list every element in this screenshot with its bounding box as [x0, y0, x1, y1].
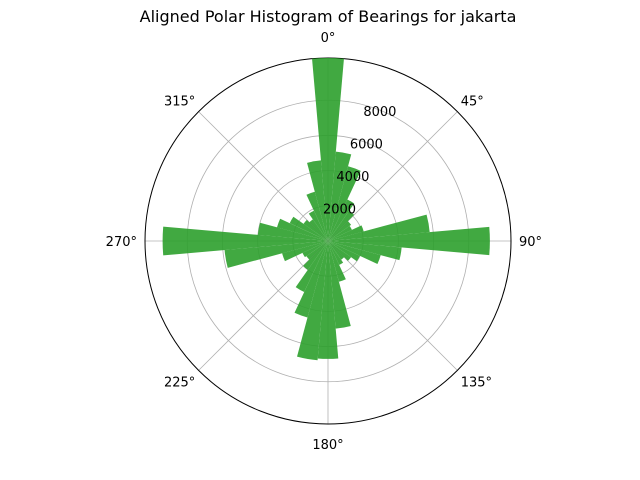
bar-100 [328, 241, 402, 261]
bar-290 [277, 218, 328, 241]
bar-140 [328, 241, 345, 260]
bar-70 [328, 225, 364, 241]
radial-label-8000: 8000 [363, 105, 396, 120]
bar-280 [257, 222, 328, 241]
bar-160 [328, 241, 346, 282]
bar-230 [306, 241, 328, 260]
angle-label-315: 315° [164, 94, 195, 109]
angle-label-90: 90° [519, 235, 542, 250]
bar-210 [295, 241, 328, 293]
radial-label-4000: 4000 [336, 170, 369, 185]
bar-150 [328, 241, 344, 265]
bar-300 [289, 216, 328, 241]
radial-label-2000: 2000 [323, 203, 356, 218]
bar-190 [297, 241, 328, 361]
bar-310 [303, 219, 328, 241]
bar-220 [303, 241, 328, 270]
angle-label-225: 225° [164, 376, 195, 391]
bar-180 [317, 241, 339, 359]
bar-80 [328, 214, 430, 241]
bar-90 [328, 226, 490, 256]
grid-spoke-135 [327, 240, 458, 371]
bar-260 [224, 241, 328, 268]
bar-50 [328, 221, 352, 241]
bar-40 [328, 210, 355, 241]
bar-20 [328, 166, 361, 241]
grid-spoke-315 [198, 111, 329, 242]
bar-200 [294, 241, 328, 318]
tick-labels: 0° 45° 90° 135° 180° 225° 270° 315° 2000 4000 6000… [106, 31, 542, 453]
bar-240 [302, 241, 328, 258]
bar-330 [308, 210, 328, 241]
bar-340 [306, 191, 328, 241]
bar-170 [328, 241, 351, 329]
angle-label-135: 135° [461, 376, 492, 391]
bars [162, 58, 490, 361]
angle-label-180: 180° [312, 438, 343, 453]
bar-130 [328, 241, 352, 261]
angle-label-45: 45° [461, 94, 484, 109]
bar-320 [309, 219, 328, 241]
bar-60 [328, 225, 352, 241]
bar-30 [328, 199, 355, 241]
bar-0 [312, 58, 344, 241]
bar-10 [328, 151, 352, 241]
chart-title: Aligned Polar Histogram of Bearings for … [140, 7, 517, 26]
bar-120 [328, 241, 360, 262]
bar-110 [328, 241, 381, 265]
angle-label-0: 0° [321, 31, 336, 46]
polar-frame [144, 57, 512, 425]
bar-250 [282, 241, 328, 262]
radial-label-6000: 6000 [350, 138, 383, 153]
bar-270 [162, 226, 328, 256]
angle-label-270: 270° [106, 235, 137, 250]
bar-350 [307, 160, 328, 241]
